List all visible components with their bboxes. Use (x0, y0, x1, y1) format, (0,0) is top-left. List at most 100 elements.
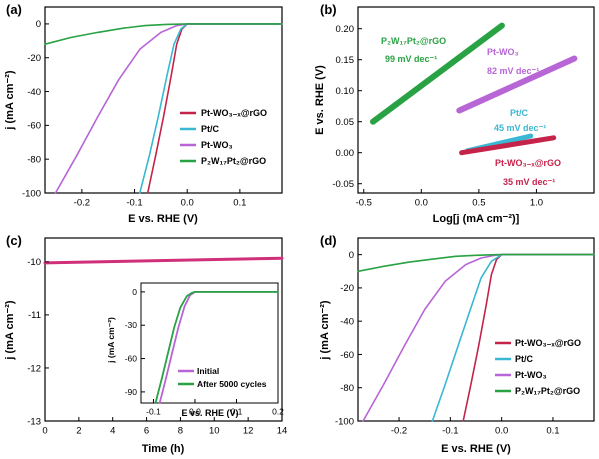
panel-b-ytick-label: 0.20 (336, 24, 355, 35)
legend-label-pt-wo3x-rgo: Pt-WO₃₋ₓ@rGO (201, 108, 267, 118)
panel-d-xtick-label: -0.2 (391, 426, 407, 437)
panel-c-xtick-label: 2 (76, 426, 81, 437)
panel-a: (a) -0.2 -0.1 0.0 0.1 0 -20 -40 -60 -80 -100 E vs… (4, 2, 283, 225)
panel-b-xtick-label: 1.0 (530, 198, 543, 209)
inset-xtick-label: 0.0 (189, 407, 201, 417)
inset-legend-label-after: After 5000 cycles (197, 379, 267, 389)
panel-d-ytick-label: -40 (340, 317, 354, 328)
panel-d-label: (d) (320, 233, 337, 248)
panel-d-ytick-label: 0 (349, 250, 354, 261)
panel-d-xlabel: E vs. RHE (V) (441, 443, 511, 455)
panel-c-label: (c) (6, 233, 22, 248)
panel-d-series-3 (357, 253, 595, 273)
inset-ytick-label: -30 (125, 320, 138, 330)
panel-a-series-3 (44, 23, 283, 46)
panel-c-inset: -0.1 0.0 0.1 0.2 0 -30 -60 -90 E vs. RHE (V) j … (106, 282, 284, 418)
panel-a-ytick-label: -80 (27, 155, 41, 166)
panel-c-ylabel: j (mA cm⁻²) (4, 300, 16, 361)
panel-a-frame (44, 6, 283, 194)
panel-b-ylabel: E vs. RHE (V) (314, 65, 326, 135)
panel-c-ytick-label: -10 (27, 257, 41, 268)
panel-a-legend: Pt-WO₃₋ₓ@rGO Pt/C Pt-WO₃ P₂W₁₇Pt₂@rGO (180, 108, 267, 166)
legend-label-pt-wo3x-rgo: Pt-WO₃₋ₓ@rGO (515, 338, 581, 348)
panel-b-label: (b) (320, 2, 337, 17)
annot-p2w17pt2-rgo: P₂W₁₇Pt₂@rGO (381, 36, 446, 46)
panel-c-xlabel: Time (h) (142, 443, 185, 455)
inset-ytick-label: -90 (125, 387, 138, 397)
inset-series-1 (154, 290, 279, 404)
annot-ptc: Pt/C (510, 108, 529, 118)
panel-a-ytick-label: -100 (22, 188, 41, 199)
panel-b-ytick-label: 0.00 (336, 148, 355, 159)
panel-c-ytick-label: -12 (27, 363, 41, 374)
panel-d-xtick-label: 0.0 (495, 426, 508, 437)
panel-b-frame (357, 6, 595, 194)
panel-d: (d) -0.2 -0.1 0.0 0.1 0 -20 -40 -60 -80 -100 E vs… (319, 233, 595, 455)
panel-a-xlabel: E vs. RHE (V) (128, 213, 198, 225)
panel-a-xtick-label: -0.2 (74, 198, 90, 209)
legend-label-pt-wo3: Pt-WO₃ (201, 140, 233, 150)
panel-a-xtick-label: -0.1 (126, 198, 142, 209)
panel-d-xtick-label: -0.1 (442, 426, 458, 437)
panel-d-legend: Pt-WO₃₋ₓ@rGO Pt/C Pt-WO₃ P₂W₁₇Pt₂@rGO (495, 338, 581, 396)
panel-c-xtick-label: 4 (110, 426, 115, 437)
inset-ytick-label: 0 (132, 287, 137, 297)
inset-frame (140, 282, 279, 404)
panel-c-xtick-label: 14 (277, 426, 288, 437)
panel-c: (c) 0 2 4 6 8 10 12 14 -10 -11 -12 -13 Time (h) j (… (4, 233, 287, 455)
annot-ptc-slope: 45 mV dec⁻¹ (494, 123, 546, 133)
panel-a-label: (a) (6, 2, 22, 17)
panel-a-ytick-label: -20 (27, 53, 41, 64)
panel-b-xtick-label: 0.5 (472, 198, 485, 209)
panel-b-ytick-label: 0.15 (336, 55, 355, 66)
panel-c-series-0 (43, 256, 284, 265)
legend-label-pt-wo3: Pt-WO₃ (515, 370, 547, 380)
inset-xtick-label: 0.2 (272, 407, 284, 417)
panel-b-xtick-label: 0.0 (415, 198, 428, 209)
legend-label-p2w17pt2-rgo: P₂W₁₇Pt₂@rGO (201, 156, 266, 166)
inset-ytick-label: -60 (125, 354, 138, 364)
panel-d-ytick-label: -60 (340, 350, 354, 361)
inset-legend-label-initial: Initial (197, 366, 219, 376)
annot-pt-wo3: Pt-WO₃ (487, 47, 519, 57)
panel-b-series-1 (456, 55, 578, 114)
panel-b-ytick-label: -0.05 (332, 179, 354, 190)
panel-a-ytick-label: -40 (27, 87, 41, 98)
panel-c-xtick-label: 10 (209, 426, 220, 437)
panel-c-frame (44, 237, 283, 422)
panel-b-series-3 (459, 135, 557, 156)
panel-d-ylabel: j (mA cm⁻²) (319, 300, 331, 361)
panel-d-frame (357, 237, 595, 422)
panel-a-ytick-label: -60 (27, 121, 41, 132)
panel-b-ytick-label: 0.05 (336, 117, 355, 128)
inset-xtick-label: -0.1 (146, 407, 161, 417)
legend-label-p2w17pt2-rgo: P₂W₁₇Pt₂@rGO (515, 386, 580, 396)
panel-a-ytick-label: 0 (36, 19, 41, 30)
panel-c-xtick-label: 12 (243, 426, 254, 437)
legend-label-ptc: Pt/C (515, 354, 534, 364)
panel-c-xtick-label: 6 (144, 426, 149, 437)
annot-p2w17pt2-rgo-slope: 99 mV dec⁻¹ (385, 54, 437, 64)
panel-d-xtick-label: 0.1 (546, 426, 559, 437)
panel-c-ytick-label: -13 (27, 416, 41, 427)
panel-d-ytick-label: -100 (335, 416, 354, 427)
panel-b-xtick-label: -0.5 (356, 198, 372, 209)
annot-pt-wo3x-rgo: Pt-WO₃₋ₓ@rGO (495, 158, 561, 168)
panel-a-ylabel: j (mA cm⁻²) (4, 70, 16, 131)
panel-a-xtick-label: 0.1 (233, 198, 246, 209)
panel-d-ytick-label: -20 (340, 283, 354, 294)
panel-a-xtick-label: 0.0 (181, 198, 194, 209)
legend-label-ptc: Pt/C (201, 124, 220, 134)
inset-ylabel: j (mA cm⁻²) (106, 317, 116, 364)
panel-b-ytick-label: 0.10 (336, 86, 355, 97)
panel-b: (b) -0.5 0.0 0.5 1.0 -0.05 0.00 0.05 0.10 0.15 0.… (314, 2, 595, 225)
annot-pt-wo3-slope: 82 mV dec⁻¹ (487, 66, 539, 76)
panel-c-xtick-label: 8 (178, 426, 183, 437)
annot-pt-wo3x-rgo-slope: 35 mV dec⁻¹ (503, 177, 555, 187)
panel-b-xlabel: Log[j (mA cm⁻²)] (433, 213, 520, 225)
panel-b-series-0 (370, 22, 505, 125)
inset-xlabel: E vs. RHE (V) (181, 408, 238, 418)
inset-xtick-label: 0.1 (231, 407, 243, 417)
panel-c-ytick-label: -11 (28, 310, 41, 321)
